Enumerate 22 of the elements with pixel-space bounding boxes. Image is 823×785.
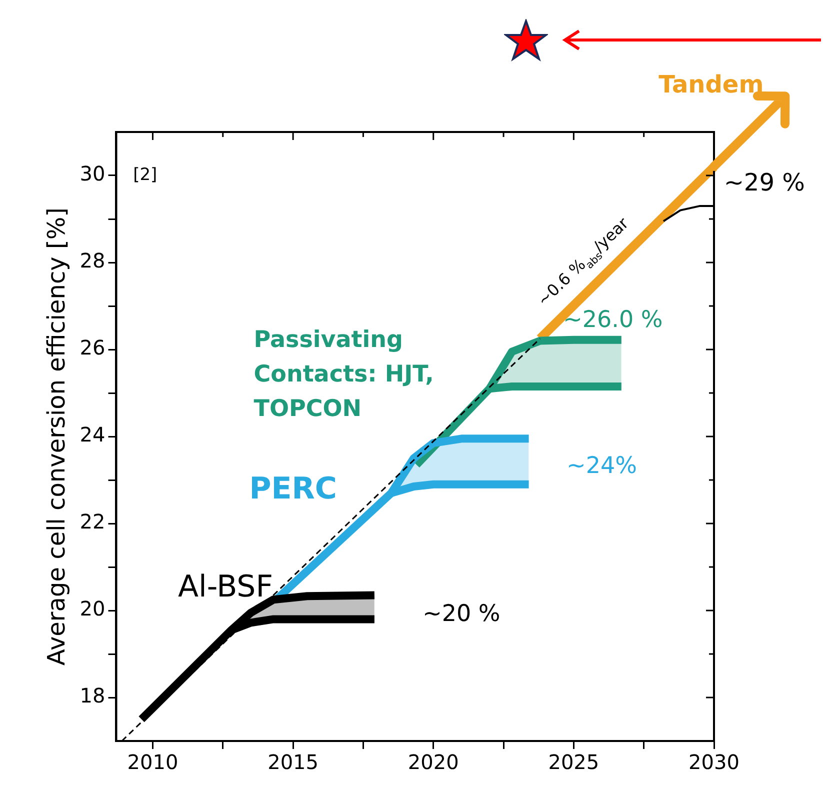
series-label: Passivating Contacts: HJT, TOPCON: [254, 326, 434, 422]
x-tick-label: 2015: [268, 750, 318, 774]
text: ~29 %: [724, 168, 805, 196]
series-label: PERC: [249, 472, 337, 507]
annotation: ~20 %: [422, 600, 500, 627]
series-label: Al-BSF: [178, 570, 273, 605]
y-tick-label: 28: [80, 248, 106, 273]
y-tick-label: 30: [80, 162, 106, 186]
text: Tandem: [658, 70, 764, 99]
y-tick-label: 20: [80, 596, 106, 621]
annotation: ~26.0 %: [563, 307, 663, 334]
annotation: ~24%: [566, 452, 637, 479]
x-tick-label: 2025: [548, 750, 600, 774]
annotation: [2]: [133, 164, 158, 185]
x-tick-label: 2030: [688, 750, 740, 774]
x-tick-label: 2020: [408, 750, 459, 774]
y-axis-title: Average cell conversion efficiency [%]: [42, 207, 71, 666]
y-tick-label: 24: [80, 422, 106, 447]
x-tick-label: 2010: [127, 750, 178, 774]
y-tick-label: 18: [80, 684, 106, 708]
y-tick-label: 22: [80, 510, 106, 534]
y-tick-label: 26: [80, 336, 106, 360]
